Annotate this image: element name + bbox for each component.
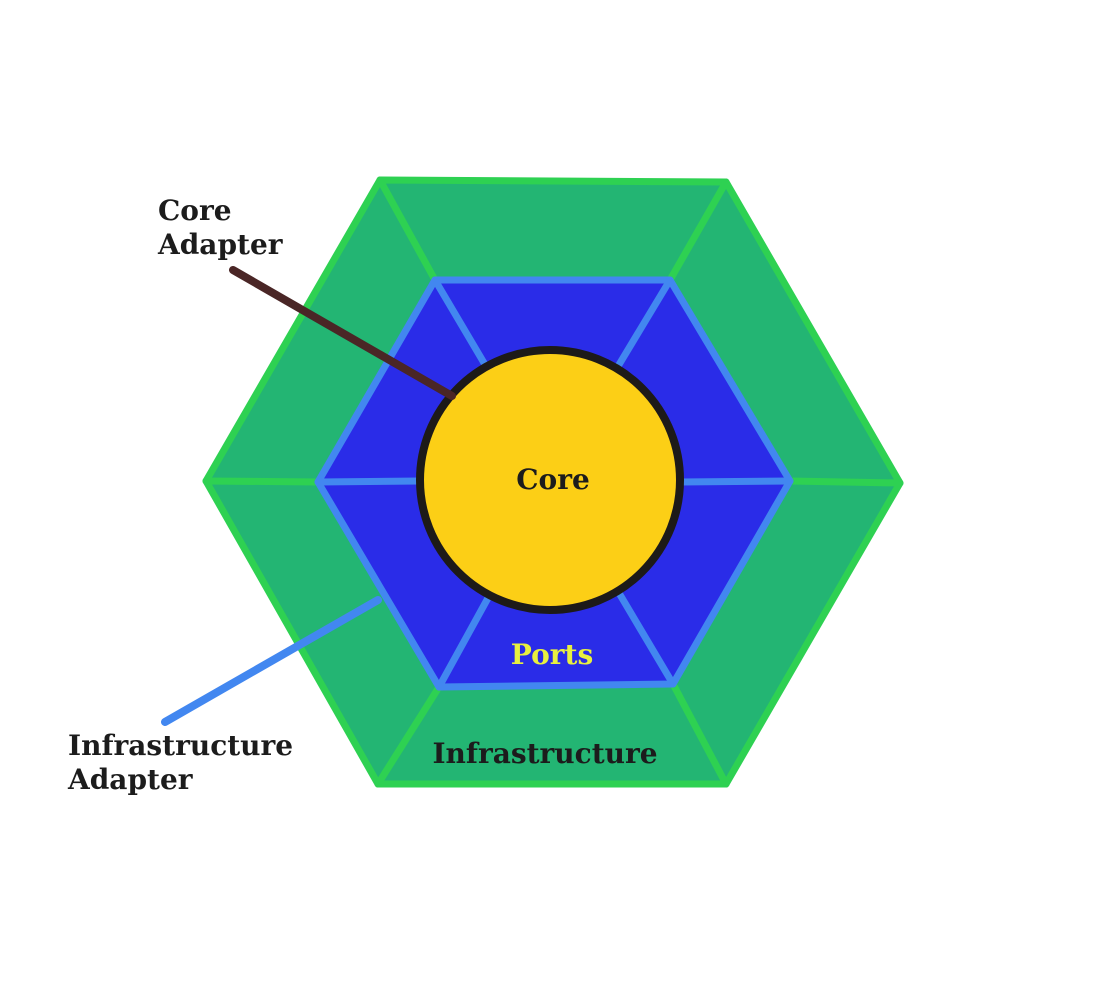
infra-segment-line <box>374 683 443 788</box>
infra-segment-line <box>666 178 730 284</box>
infrastructure-label: Infrastructure <box>432 737 657 770</box>
infrastructure-adapter-pointer-line <box>161 596 382 726</box>
core-adapter-pointer-line <box>229 266 456 400</box>
ports-segment-line <box>435 594 492 691</box>
ports-segment-line <box>431 276 491 372</box>
ports-segment-line <box>615 589 677 688</box>
ports-segment-lines <box>314 276 794 691</box>
infra-segment-line <box>669 680 730 788</box>
infrastructure-adapter-label-line1: Infrastructure <box>68 729 293 762</box>
ports-segment-line <box>676 477 794 486</box>
infrastructure-adapter-label-line2: Adapter <box>67 763 194 796</box>
infra-segment-line <box>786 477 904 487</box>
infra-segment-line <box>376 176 439 284</box>
ports-label: Ports <box>511 638 593 671</box>
ports-segment-line <box>314 477 424 486</box>
infrastructure-segment-lines <box>202 176 904 788</box>
core-adapter-label-line2: Adapter <box>157 228 284 261</box>
core-label: Core <box>516 463 590 496</box>
infra-segment-line <box>202 477 322 486</box>
ports-segment-line <box>613 276 674 372</box>
core-circle <box>416 346 684 614</box>
core-adapter-label-line1: Core <box>158 194 232 227</box>
